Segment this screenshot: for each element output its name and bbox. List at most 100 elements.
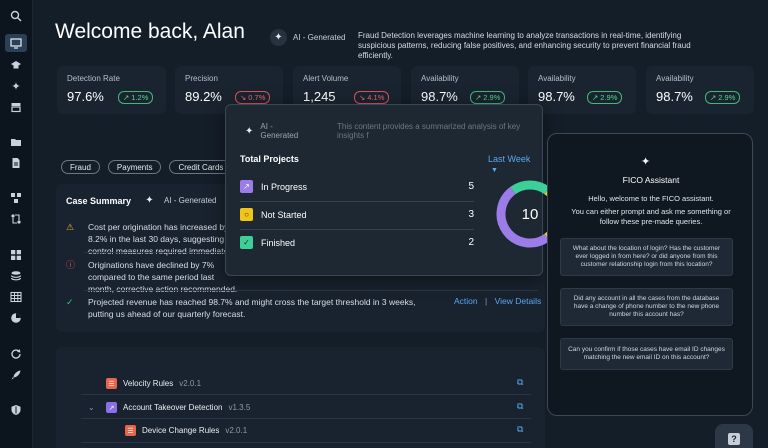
kpi-delta-badge: ↗ 2.9% xyxy=(587,91,623,104)
divider xyxy=(240,229,474,230)
case-item-error: ⓘ Originations have declined by 7% compa… xyxy=(66,259,536,295)
trend-up-icon: ↗ xyxy=(592,93,599,102)
donut-segment-finished xyxy=(510,180,550,195)
document-icon[interactable] xyxy=(5,154,27,172)
kpi-delta: 4.1% xyxy=(367,93,385,102)
kpi-delta: 2.9% xyxy=(483,93,501,102)
kpi-label: Alert Volume xyxy=(303,74,349,83)
trend-icon: ↗ xyxy=(106,402,117,413)
suggested-query[interactable]: What about the location of login? Has th… xyxy=(560,238,733,276)
external-link-icon[interactable]: ⧉ xyxy=(517,424,524,434)
check-circle-icon: ✓ xyxy=(66,297,74,307)
circle-icon: ○ xyxy=(240,208,253,221)
kpi-delta-badge: ↘ 0.7% xyxy=(235,91,271,104)
sparkle-icon[interactable]: ✦ xyxy=(11,80,21,93)
kpi-value: 89.2% xyxy=(185,89,222,104)
kpi-delta-badge: ↗ 2.9% xyxy=(705,91,741,104)
project-count: 5 xyxy=(468,181,474,192)
case-item-text: Cost per origination has increased by 8.… xyxy=(88,222,237,256)
sparkle-icon: ✦ xyxy=(245,125,254,137)
ai-note: This content provides a summarized analy… xyxy=(336,122,521,140)
kpi-delta: 0.7% xyxy=(248,93,266,102)
kpi-value: 98.7% xyxy=(421,89,458,104)
filter-chip-credit-cards[interactable]: Credit Cards xyxy=(169,160,233,174)
rule-version: v2.0.1 xyxy=(179,379,202,388)
project-count: 2 xyxy=(468,237,474,248)
rules-panel: ☰ Velocity Rules v2.0.1 ⧉ ⌄ ↗ Account Ta… xyxy=(56,347,545,448)
pie-chart-icon[interactable] xyxy=(5,309,27,327)
trend-up-icon: ↗ xyxy=(710,93,717,102)
filter-chip-payments[interactable]: Payments xyxy=(107,160,162,174)
filter-chip-fraud[interactable]: Fraud xyxy=(61,160,100,174)
kpi-delta-badge: ↗ 1.2% xyxy=(118,91,154,104)
git-compare-icon[interactable] xyxy=(5,210,27,228)
rule-item[interactable]: ☰ Device Change Rules v2.0.1 xyxy=(125,425,247,436)
error-icon: ⓘ xyxy=(66,260,76,270)
kpi-value: 98.7% xyxy=(538,89,575,104)
filter-chips: Fraud Payments Credit Cards xyxy=(61,160,233,174)
project-row-not-started[interactable]: ○ Not Started 3 xyxy=(240,201,474,228)
rocket-icon[interactable] xyxy=(5,366,27,384)
suggested-query[interactable]: Can you confirm if those cases have emai… xyxy=(560,338,733,370)
shield-icon[interactable] xyxy=(5,401,27,419)
external-link-icon[interactable]: ⧉ xyxy=(517,401,524,411)
divider xyxy=(81,418,531,419)
rule-version: v2.0.1 xyxy=(225,426,248,435)
help-button[interactable]: ? xyxy=(715,424,753,448)
kpi-card-detection-rate[interactable]: Detection Rate 97.6% ↗ 1.2% xyxy=(57,66,166,114)
monitor-icon[interactable] xyxy=(5,34,27,52)
rules-icon: ☰ xyxy=(125,425,136,436)
kpi-delta-badge: ↘ 4.1% xyxy=(354,91,390,104)
assistant-greeting: Hello, welcome to the FICO assistant. xyxy=(588,194,714,203)
folder-icon[interactable] xyxy=(5,133,27,151)
store-icon[interactable] xyxy=(5,98,27,116)
case-item-text: Originations have declined by 7% compare… xyxy=(88,260,238,294)
rule-item[interactable]: ⌄ ↗ Account Takeover Detection v1.3.5 xyxy=(88,402,250,413)
refresh-icon[interactable] xyxy=(5,345,27,363)
rule-name: Device Change Rules xyxy=(142,426,220,435)
kpi-label: Availability xyxy=(421,74,459,83)
project-status-label: In Progress xyxy=(261,181,308,192)
kpi-delta: 2.9% xyxy=(718,93,736,102)
trend-down-icon: ↘ xyxy=(359,93,366,102)
graduation-cap-icon[interactable] xyxy=(5,56,27,74)
chevron-down-icon[interactable]: ⌄ xyxy=(88,403,95,412)
header-description: Fraud Detection leverages machine learni… xyxy=(358,31,691,60)
suggested-query[interactable]: Did any account in all the cases from th… xyxy=(560,288,733,326)
ai-generated-tag: ✦ AI - Generated This content provides a… xyxy=(245,122,542,140)
rule-name: Account Takeover Detection xyxy=(123,403,223,412)
period-dropdown[interactable]: Last Week ▼ xyxy=(488,154,542,174)
help-icon: ? xyxy=(728,433,740,445)
kpi-value: 98.7% xyxy=(656,89,693,104)
view-details-link[interactable]: View Details xyxy=(494,296,542,306)
check-icon: ✓ xyxy=(240,236,253,249)
period-label: Last Week xyxy=(488,154,531,164)
ai-generated-tag: ✦ AI - Generated xyxy=(270,29,345,46)
project-count: 3 xyxy=(468,209,474,220)
project-row-finished[interactable]: ✓ Finished 2 xyxy=(240,229,474,256)
workflow-icon[interactable] xyxy=(5,189,27,207)
search-icon[interactable] xyxy=(5,7,27,25)
trend-up-icon: ↗ xyxy=(123,93,130,102)
project-status-label: Not Started xyxy=(261,209,307,220)
rule-name: Velocity Rules xyxy=(123,379,174,388)
case-item-success: ✓ Projected revenue has reached 98.7% an… xyxy=(66,296,536,320)
dashboard-grid-icon[interactable] xyxy=(5,246,27,264)
sparkle-icon: ✦ xyxy=(145,195,154,206)
project-row-in-progress[interactable]: ↗ In Progress 5 xyxy=(240,173,474,200)
kpi-card-availability[interactable]: Availability 98.7% ↗ 2.9% xyxy=(646,66,754,114)
database-icon[interactable] xyxy=(5,267,27,285)
kpi-label: Availability xyxy=(538,74,576,83)
assistant-title: FICO Assistant xyxy=(622,175,680,185)
case-links: Action | View Details xyxy=(454,296,541,306)
table-icon[interactable] xyxy=(5,288,27,306)
divider xyxy=(240,201,474,202)
divider xyxy=(81,442,531,443)
kpi-card-availability[interactable]: Availability 98.7% ↗ 2.9% xyxy=(528,66,636,114)
total-projects-popup: ✦ AI - Generated This content provides a… xyxy=(225,104,564,276)
rule-item[interactable]: ☰ Velocity Rules v2.0.1 xyxy=(106,378,201,389)
project-status-label: Finished xyxy=(261,237,296,248)
ai-generated-tag: ✦ AI - Generated xyxy=(141,192,216,209)
action-link[interactable]: Action xyxy=(454,296,478,306)
external-link-icon[interactable]: ⧉ xyxy=(517,377,524,387)
